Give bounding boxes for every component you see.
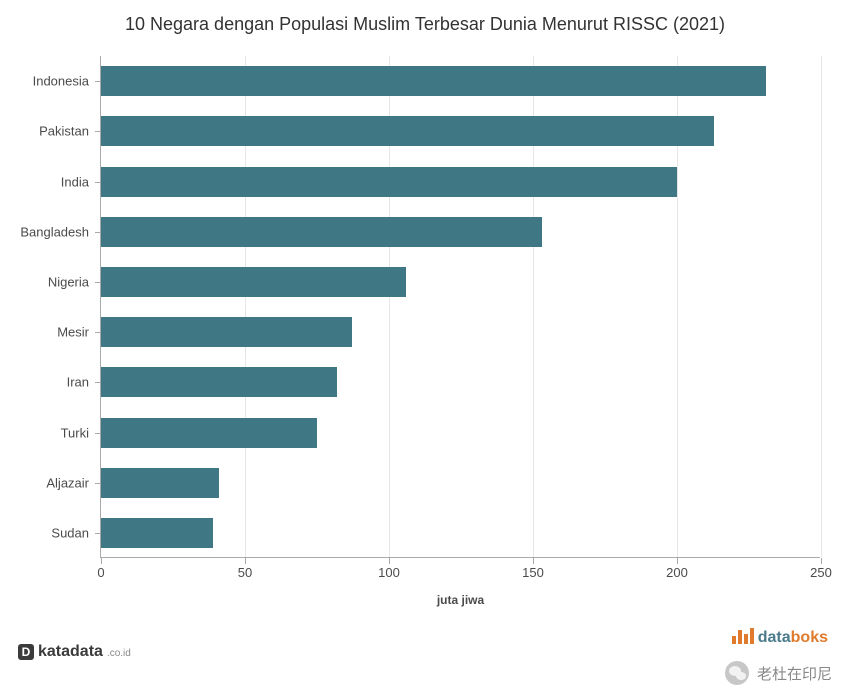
x-tick-label: 0: [97, 565, 104, 580]
databoks-bars-icon: [732, 628, 754, 644]
y-tick-label: Bangladesh: [20, 224, 89, 239]
bar: [101, 267, 406, 297]
bar: [101, 66, 766, 96]
x-tick: [389, 558, 390, 564]
wechat-watermark: 老杜在印尼: [725, 661, 832, 685]
x-tick-label: 100: [378, 565, 400, 580]
wechat-icon: [725, 661, 749, 685]
databoks-prefix: data: [758, 629, 791, 646]
x-tick: [245, 558, 246, 564]
brand-name: katadata: [38, 643, 103, 661]
chart-area: juta jiwa 050100150200250IndonesiaPakist…: [100, 50, 820, 590]
brand-suffix: .co.id: [107, 648, 131, 659]
brand-left: D katadata .co.id: [18, 643, 131, 661]
x-tick-label: 150: [522, 565, 544, 580]
bar: [101, 167, 677, 197]
y-tick-label: Turki: [61, 425, 89, 440]
x-tick-label: 200: [666, 565, 688, 580]
y-tick-label: India: [61, 174, 89, 189]
chart-title: 10 Negara dengan Populasi Muslim Terbesa…: [0, 0, 850, 43]
bar: [101, 367, 337, 397]
y-tick-label: Indonesia: [33, 74, 89, 89]
bar: [101, 116, 714, 146]
xaxis-label: juta jiwa: [437, 593, 484, 607]
brand-right: databoks: [732, 628, 828, 647]
x-tick: [821, 558, 822, 564]
gridline: [821, 56, 822, 557]
x-tick-label: 50: [238, 565, 252, 580]
bar: [101, 468, 219, 498]
bar: [101, 317, 352, 347]
x-tick: [101, 558, 102, 564]
y-tick-label: Pakistan: [39, 124, 89, 139]
katadata-logo-icon: D: [18, 644, 34, 660]
watermark-text: 老杜在印尼: [757, 663, 832, 684]
y-tick-label: Iran: [67, 375, 89, 390]
bar: [101, 217, 542, 247]
plot-region: juta jiwa 050100150200250IndonesiaPakist…: [100, 56, 820, 558]
x-tick: [533, 558, 534, 564]
bar: [101, 418, 317, 448]
y-tick-label: Nigeria: [48, 274, 89, 289]
bar: [101, 518, 213, 548]
databoks-suffix: boks: [791, 629, 828, 646]
y-tick-label: Aljazair: [46, 475, 89, 490]
y-tick-label: Mesir: [57, 325, 89, 340]
x-tick: [677, 558, 678, 564]
y-tick-label: Sudan: [51, 525, 89, 540]
x-tick-label: 250: [810, 565, 832, 580]
